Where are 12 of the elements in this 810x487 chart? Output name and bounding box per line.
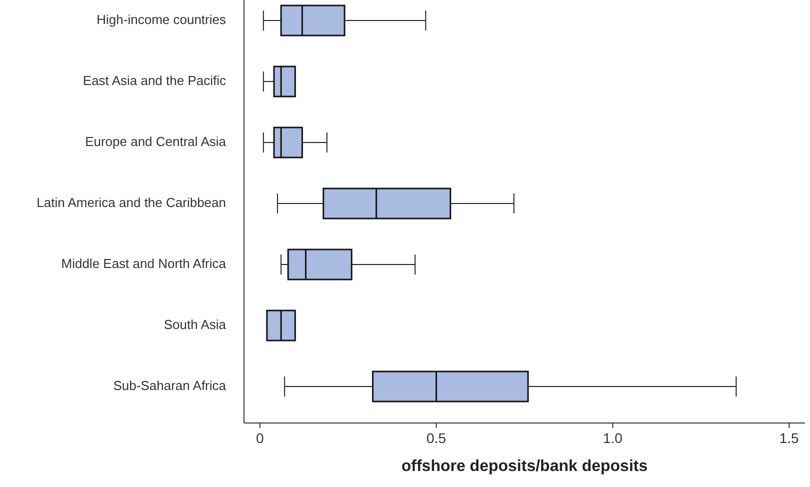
x-tick-label: 1.5 (779, 430, 800, 446)
x-tick-label: 0 (256, 430, 264, 446)
y-tick-label: East Asia and the Pacific (82, 72, 226, 88)
y-tick-label: High-income countries (96, 12, 226, 27)
y-tick-label: Latin America and the Caribbean (36, 194, 226, 210)
y-tick-label: South Asia (164, 316, 227, 332)
x-axis-title: offshore deposits/bank deposits (401, 458, 648, 475)
x-tick-label: 0.5 (426, 430, 446, 446)
y-tick-label: Sub-Saharan Africa (113, 378, 227, 393)
y-tick-label: Middle East and North Africa (61, 256, 227, 271)
x-tick-label: 1.0 (602, 430, 623, 446)
y-tick-label: Europe and Central Asia (85, 134, 227, 149)
